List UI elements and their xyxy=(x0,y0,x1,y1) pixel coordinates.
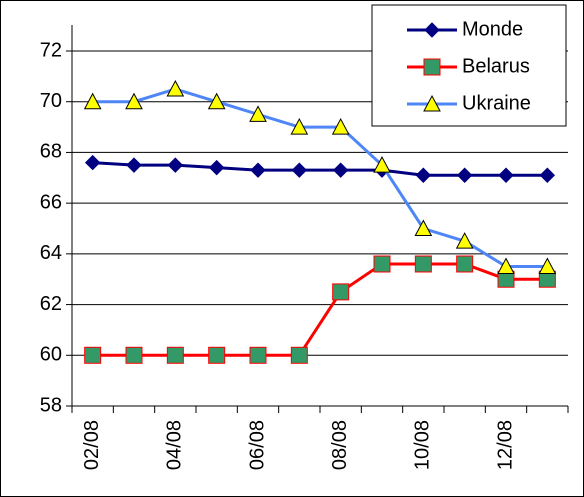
y-tick-label: 72 xyxy=(40,39,62,61)
data-point xyxy=(538,257,557,275)
data-point xyxy=(373,156,391,173)
y-tick-label: 62 xyxy=(40,293,62,315)
y-tick-label: 60 xyxy=(40,344,62,366)
legend-label: Belarus xyxy=(462,55,530,77)
data-point xyxy=(497,257,515,275)
data-point xyxy=(456,167,473,183)
legend-marker xyxy=(423,58,441,76)
data-point xyxy=(207,92,226,110)
data-point xyxy=(332,162,349,178)
data-point xyxy=(456,255,474,273)
x-tick-label: 10/08 xyxy=(412,420,434,470)
data-point xyxy=(125,92,143,110)
data-point xyxy=(166,346,184,364)
data-point xyxy=(125,346,143,364)
data-point xyxy=(455,232,474,249)
data-point xyxy=(84,154,101,171)
data-point xyxy=(208,346,226,364)
x-tick-label: 06/08 xyxy=(246,420,268,470)
data-point xyxy=(126,157,142,173)
legend-marker xyxy=(423,94,441,112)
data-point xyxy=(414,219,433,236)
y-tick-label: 68 xyxy=(40,141,62,163)
data-point xyxy=(249,105,267,122)
y-tick-label: 58 xyxy=(40,394,62,416)
data-point xyxy=(415,167,432,183)
data-point xyxy=(498,167,514,183)
data-point xyxy=(249,346,267,364)
data-point xyxy=(539,167,556,183)
data-point xyxy=(332,283,350,301)
legend-box xyxy=(371,4,567,127)
x-tick-label: 02/08 xyxy=(81,420,103,470)
data-point xyxy=(290,118,309,135)
legend-label: Monde xyxy=(462,18,523,40)
data-point xyxy=(166,79,185,97)
data-point xyxy=(84,346,102,364)
data-point xyxy=(208,159,225,176)
data-point xyxy=(414,255,432,273)
legend-marker xyxy=(424,22,440,38)
y-tick-label: 70 xyxy=(40,90,62,112)
data-point xyxy=(373,255,391,273)
x-tick-label: 04/08 xyxy=(164,420,186,470)
data-point xyxy=(291,162,308,178)
y-tick-label: 66 xyxy=(40,191,62,213)
legend-label: Ukraine xyxy=(462,92,531,114)
y-tick-label: 64 xyxy=(40,242,62,264)
data-point xyxy=(290,346,308,364)
data-point xyxy=(331,118,350,135)
data-point xyxy=(250,162,266,178)
x-tick-label: 12/08 xyxy=(494,420,516,470)
data-point xyxy=(167,157,184,173)
x-tick-label: 08/08 xyxy=(329,420,351,470)
data-point xyxy=(83,92,102,110)
